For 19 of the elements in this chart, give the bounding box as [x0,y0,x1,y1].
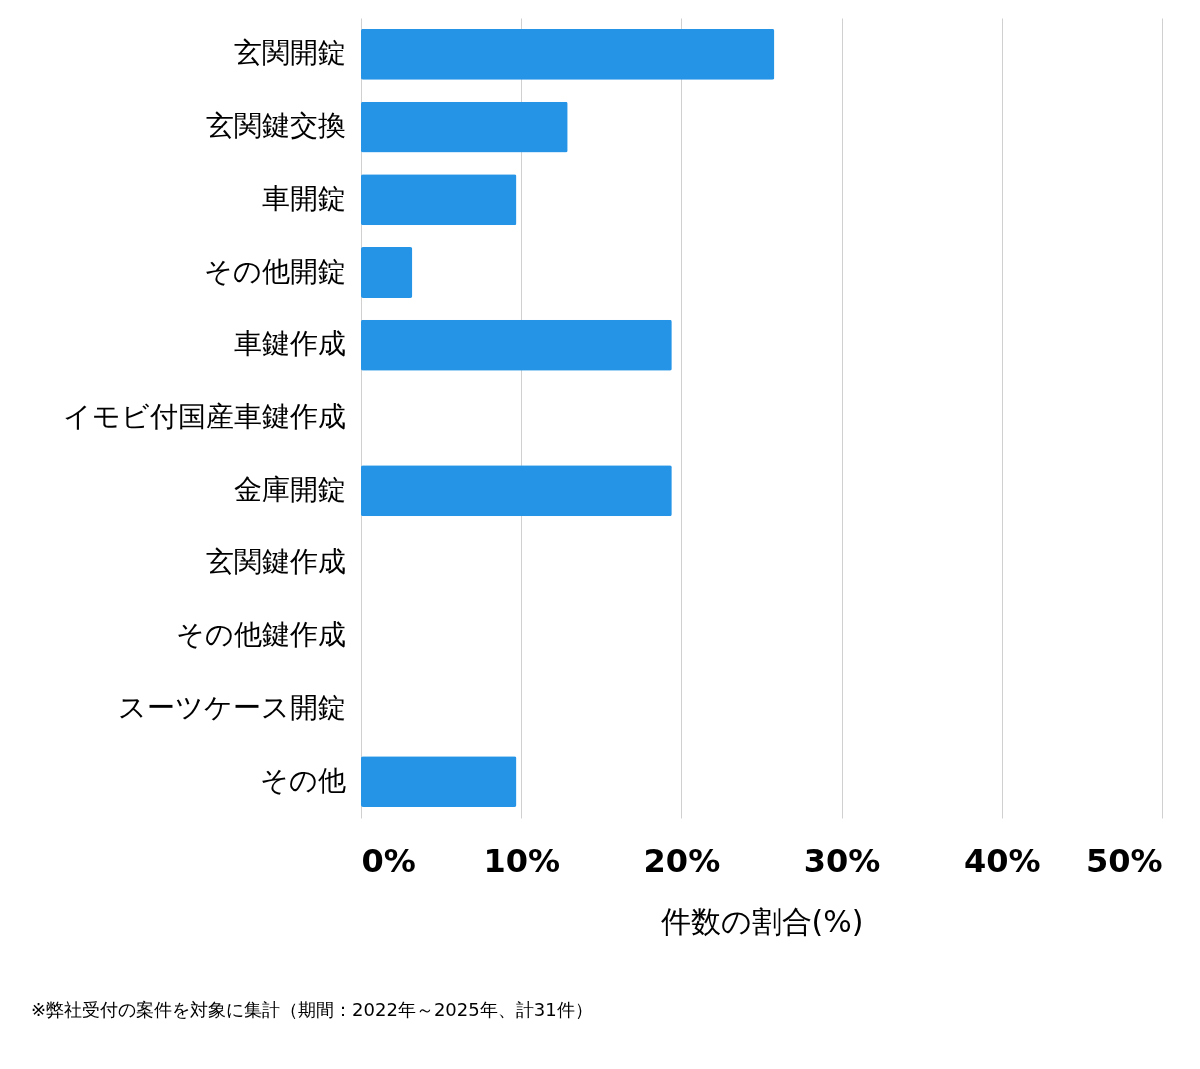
x-axis-title: 件数の割合(%) [660,903,864,939]
y-tick-label: 玄関鍵交換 [205,109,346,143]
y-tick-label: その他鍵作成 [175,618,346,652]
x-tick-label: 30% [803,841,881,880]
x-tick-label: 10% [483,841,560,880]
x-tick-label: 40% [964,841,1041,880]
y-tick-label: その他 [259,763,346,797]
y-tick-label: 玄関鍵作成 [205,545,346,579]
y-tick-label: 玄関開錠 [233,36,346,70]
x-tick-label: 0% [361,841,416,880]
y-tick-label: 金庫開錠 [233,472,346,506]
x-tick-label: 50% [1085,841,1163,880]
y-tick-label: 車鍵作成 [233,327,346,361]
text: ※弊社受付の案件を対象に集計（期間：2022年～2025年、計31件） [31,999,593,1020]
y-tick-label: イモビ付国産車鍵作成 [62,400,346,433]
y-tick-label: スーツケース開錠 [117,690,346,724]
y-tick-label: その他開錠 [203,254,346,288]
y-tick-label: 車開錠 [261,181,346,215]
x-tick-label: 20% [643,841,721,880]
